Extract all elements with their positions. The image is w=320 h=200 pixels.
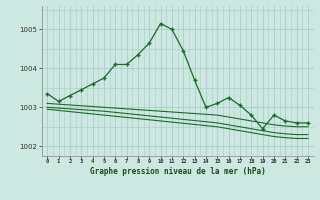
X-axis label: Graphe pression niveau de la mer (hPa): Graphe pression niveau de la mer (hPa) — [90, 167, 266, 176]
